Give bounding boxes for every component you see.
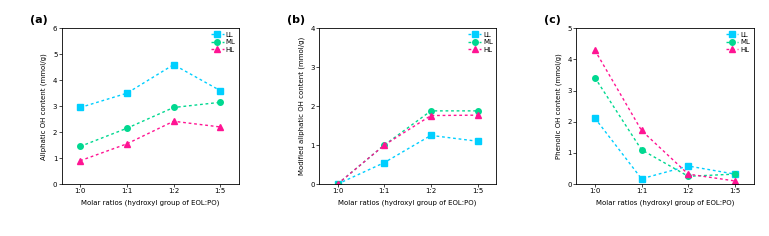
ML [591,76,600,79]
ML [637,148,646,151]
LL [426,134,435,137]
Y-axis label: Phenolic OH content (mmol/g): Phenolic OH content (mmol/g) [555,53,562,159]
LL [731,173,740,176]
Line: LL: LL [592,115,737,181]
LL [473,140,482,143]
Line: HL: HL [78,118,223,164]
ML [169,106,178,109]
X-axis label: Molar ratios (hydroxyl group of EOL:PO): Molar ratios (hydroxyl group of EOL:PO) [596,200,734,206]
Legend: LL, ML, HL: LL, ML, HL [210,30,237,54]
HL [333,183,342,185]
ML [75,145,85,148]
HL [684,173,693,176]
Text: (a): (a) [29,15,48,25]
HL [731,180,740,182]
LL [637,177,646,180]
Line: ML: ML [592,75,737,179]
ML [731,173,740,176]
HL [591,49,600,51]
LL [380,161,389,164]
ML [473,110,482,112]
Line: ML: ML [335,108,481,187]
ML [333,183,342,185]
HL [637,129,646,132]
HL [426,114,435,117]
Legend: LL, ML, HL: LL, ML, HL [467,30,494,54]
ML [684,175,693,178]
LL [684,164,693,167]
HL [169,120,178,123]
Line: LL: LL [335,133,481,187]
Text: (c): (c) [544,15,561,25]
ML [215,101,225,104]
Legend: LL, ML, HL: LL, ML, HL [724,30,751,54]
X-axis label: Molar ratios (hydroxyl group of EOL:PO): Molar ratios (hydroxyl group of EOL:PO) [338,200,477,206]
ML [380,144,389,147]
LL [75,106,85,109]
LL [215,89,225,92]
Line: HL: HL [592,47,737,184]
HL [75,159,85,162]
ML [426,110,435,112]
LL [591,117,600,119]
Text: (b): (b) [287,15,305,25]
HL [380,144,389,147]
HL [122,143,131,145]
HL [473,114,482,117]
Line: HL: HL [335,112,481,187]
LL [122,92,131,95]
LL [333,183,342,185]
ML [122,127,131,130]
Y-axis label: Modified aliphatic OH content (mmol/g): Modified aliphatic OH content (mmol/g) [298,37,305,175]
Line: LL: LL [78,62,223,110]
X-axis label: Molar ratios (hydroxyl group of EOL:PO): Molar ratios (hydroxyl group of EOL:PO) [81,200,219,206]
Y-axis label: Aliphatic OH content (mmol/g): Aliphatic OH content (mmol/g) [41,53,48,160]
LL [169,63,178,66]
Line: ML: ML [78,100,223,149]
HL [215,126,225,128]
